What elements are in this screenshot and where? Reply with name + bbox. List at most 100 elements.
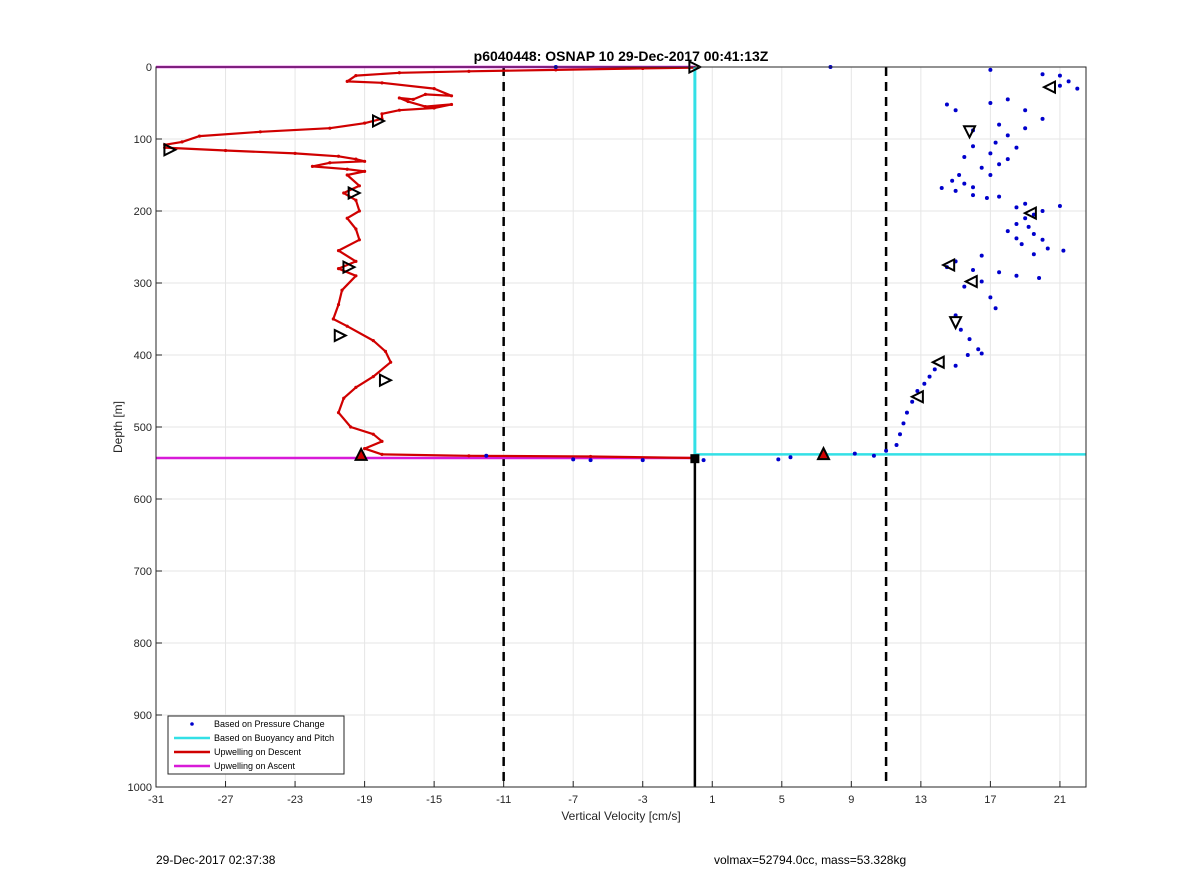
profile-marker: [163, 142, 178, 157]
descent-point: [371, 432, 375, 436]
descent-point: [197, 134, 202, 138]
pressure-point: [971, 193, 976, 198]
descent-point: [371, 375, 375, 379]
descent-point: [371, 339, 375, 343]
pressure-point: [971, 268, 976, 273]
pressure-point: [1023, 126, 1028, 131]
legend-label: Based on Pressure Change: [214, 719, 325, 729]
descent-point: [354, 259, 358, 263]
pressure-point: [910, 399, 915, 404]
descent-point: [357, 238, 361, 242]
pressure-point: [1040, 237, 1045, 242]
pressure-point: [904, 410, 909, 415]
descent-point: [357, 209, 361, 213]
y-tick-label: 1000: [128, 782, 152, 794]
descent-point: [397, 96, 401, 100]
pressure-point: [1057, 203, 1062, 208]
pressure-point: [997, 270, 1002, 275]
legend-box: [167, 715, 345, 775]
pressure-point: [1005, 229, 1010, 234]
pressure-point: [957, 173, 962, 177]
legend-swatch-dot: [190, 722, 194, 726]
pressure-point: [1037, 275, 1042, 280]
pressure-point: [1014, 145, 1019, 150]
pressure-point: [1075, 86, 1080, 91]
x-tick-label: -19: [357, 794, 373, 806]
pressure-point: [1005, 157, 1010, 162]
descent-point: [354, 274, 358, 278]
pressure-point: [976, 347, 981, 352]
descent-point: [180, 140, 184, 144]
pressure-point: [1031, 252, 1036, 257]
pressure-point: [1014, 221, 1019, 226]
descent-point: [336, 249, 341, 253]
pressure-point: [852, 451, 857, 456]
descent-point: [342, 396, 346, 400]
pressure-point: [962, 155, 967, 159]
descent-point: [397, 71, 401, 75]
x-tick-label: 1: [709, 794, 715, 806]
pressure-point: [939, 185, 944, 190]
profile-marker: [962, 125, 977, 140]
pressure-point: [776, 457, 781, 462]
descent-point: [345, 216, 349, 220]
descent-point: [340, 288, 344, 292]
legend-label: Upwelling on Ascent: [214, 761, 296, 771]
descent-point: [641, 66, 645, 71]
pressure-point: [997, 162, 1002, 167]
pressure-point: [927, 374, 932, 379]
pressure-point: [953, 363, 958, 368]
pressure-point: [993, 140, 998, 145]
profile-marker: [354, 446, 369, 461]
profile-marker: [378, 373, 394, 388]
y-axis-label: Depth [m]: [111, 401, 125, 453]
x-tick-label: -11: [496, 794, 511, 806]
descent-point: [328, 161, 332, 165]
pressure-point: [944, 102, 949, 107]
y-tick-label: 900: [134, 710, 152, 722]
descent-point: [449, 102, 454, 107]
x-tick-label: 5: [779, 794, 785, 806]
pressure-point: [1057, 73, 1062, 78]
descent-point: [293, 151, 297, 155]
x-tick-label: -27: [218, 794, 234, 806]
legend-label: Based on Buoyancy and Pitch: [214, 733, 334, 743]
descent-point: [336, 154, 341, 158]
pressure-point: [979, 351, 984, 356]
descent-point: [411, 97, 415, 101]
pressure-point: [1045, 246, 1050, 251]
descent-point: [354, 198, 358, 202]
pressure-point: [962, 284, 967, 289]
descent-point: [588, 454, 593, 459]
y-tick-label: 600: [134, 494, 152, 506]
pressure-point: [965, 353, 970, 357]
x-tick-label: -31: [148, 794, 164, 806]
descent-point: [331, 317, 335, 321]
pressure-point: [1040, 116, 1045, 121]
descent-point: [354, 157, 358, 161]
descent-point: [336, 303, 341, 307]
pressure-point: [588, 458, 593, 463]
descent-point: [342, 191, 346, 195]
x-tick-label: 13: [915, 794, 927, 806]
pressure-point: [871, 453, 876, 458]
descent-point: [345, 79, 349, 83]
descent-point: [310, 164, 315, 168]
descent-point: [380, 112, 384, 116]
descent-point: [258, 130, 262, 134]
descent-point: [423, 105, 428, 109]
footer-params: volmax=52794.0cc, mass=53.328kg: [714, 853, 907, 867]
profile-marker: [333, 328, 348, 343]
legend-label: Upwelling on Descent: [214, 747, 302, 757]
y-tick-label: 0: [146, 62, 152, 74]
pressure-point: [901, 421, 906, 426]
pressure-point: [1031, 212, 1036, 217]
pressure-point: [988, 295, 993, 300]
profile-marker: [1022, 206, 1037, 221]
profile-marker: [930, 355, 945, 370]
pressure-point: [1040, 209, 1045, 213]
profile-marker: [948, 316, 963, 331]
pressure-point: [915, 389, 920, 393]
pressure-point: [953, 108, 958, 113]
